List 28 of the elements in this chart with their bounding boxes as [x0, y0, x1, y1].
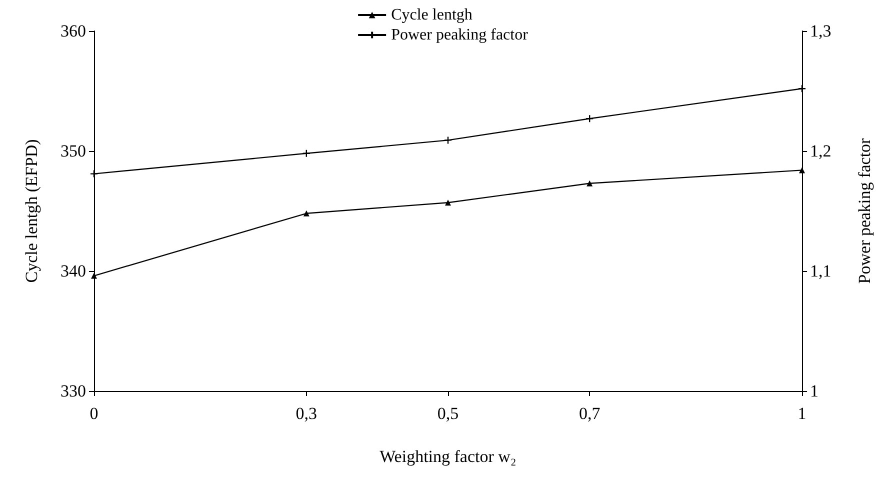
point [445, 200, 451, 206]
x-tick-label: 1 [798, 404, 806, 423]
point [586, 180, 593, 186]
y-tick-label: 330 [60, 382, 86, 400]
y2-tick-label: 1,1 [810, 262, 832, 280]
y-axis-title: Cycle lentgh (EFPD) [22, 139, 41, 283]
y-tick-label: 350 [60, 142, 86, 160]
point [302, 149, 310, 158]
point [91, 272, 97, 279]
y2-tick-label: 1 [810, 382, 818, 400]
point [303, 210, 310, 216]
legend-label: Cycle lentgh [391, 6, 472, 24]
point [444, 136, 452, 144]
x-axis-title: Weighting factor w₂ [380, 447, 516, 466]
point [586, 114, 594, 123]
y-tick-label: 360 [60, 22, 86, 40]
point [799, 167, 805, 174]
point [90, 170, 98, 178]
y2-axis-title: Power peaking factor [855, 138, 874, 284]
x-tick-label: 0,3 [296, 404, 318, 423]
point [798, 84, 806, 93]
x-tick-label: 0,5 [437, 404, 459, 423]
x-tick-label: 0,7 [578, 404, 601, 423]
legend-label: Power peaking factor [391, 26, 529, 44]
x-tick-label: 0 [90, 404, 98, 423]
y2-tick-label: 1,3 [810, 22, 832, 40]
y-tick-label: 340 [60, 262, 86, 280]
y2-tick-label: 1,2 [810, 142, 832, 160]
